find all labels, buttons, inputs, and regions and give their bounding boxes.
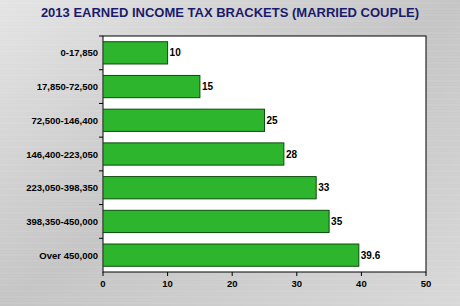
bar — [103, 177, 316, 199]
bar — [103, 75, 200, 97]
data-label: 39.6 — [361, 250, 381, 261]
category-tick — [99, 204, 103, 205]
category-tick — [99, 103, 103, 104]
tick-mark — [426, 272, 427, 276]
category-label: 398,350-450,000 — [26, 216, 98, 227]
background-texture — [0, 303, 460, 304]
tick-mark — [361, 272, 362, 276]
category-label: 223,050-398,350 — [26, 182, 98, 193]
tick-mark — [232, 272, 233, 276]
bar — [103, 143, 284, 165]
background-texture — [0, 30, 460, 31]
category-label: 0-17,850 — [60, 47, 98, 58]
background-texture — [0, 0, 460, 1]
category-tick — [99, 137, 103, 138]
data-label: 25 — [267, 115, 279, 126]
data-label: 33 — [318, 182, 330, 193]
bar — [103, 109, 265, 131]
background-texture — [0, 3, 460, 4]
tick-label: 0 — [100, 278, 105, 289]
tick-label: 50 — [421, 278, 432, 289]
data-label: 10 — [170, 47, 182, 58]
tick-label: 20 — [227, 278, 238, 289]
background — [0, 0, 460, 306]
data-label: 15 — [202, 81, 214, 92]
plot-area — [103, 36, 426, 272]
title: 2013 EARNED INCOME TAX BRACKETS (MARRIED… — [41, 5, 419, 20]
category-label: 72,500-146,400 — [31, 115, 98, 126]
category-label: Over 450,000 — [39, 250, 98, 261]
data-label: 35 — [331, 216, 343, 227]
bars — [103, 42, 359, 267]
background-texture — [0, 27, 460, 28]
bar — [103, 244, 359, 266]
bar — [103, 210, 329, 232]
category-label: 17,850-72,500 — [37, 81, 98, 92]
category-tick — [99, 170, 103, 171]
category-tick — [99, 238, 103, 239]
background-texture — [0, 21, 460, 22]
category-label: 146,400-223,050 — [26, 149, 98, 160]
background-texture — [0, 300, 460, 301]
chart-svg: 2013 EARNED INCOME TAX BRACKETS (MARRIED… — [0, 0, 460, 306]
chart-container: 2013 EARNED INCOME TAX BRACKETS (MARRIED… — [0, 0, 460, 306]
tick-mark — [103, 272, 104, 276]
background-texture — [0, 24, 460, 25]
tick-mark — [296, 272, 297, 276]
background-texture — [0, 297, 460, 298]
tick-label: 10 — [162, 278, 173, 289]
background-texture — [0, 294, 460, 295]
background-texture — [0, 33, 460, 34]
background-texture — [0, 276, 460, 277]
tick-label: 30 — [292, 278, 303, 289]
category-tick — [99, 36, 103, 37]
tick-label: 40 — [356, 278, 367, 289]
background-texture — [0, 273, 460, 274]
tick-mark — [167, 272, 168, 276]
background-texture — [0, 291, 460, 292]
data-label: 28 — [286, 149, 298, 160]
bar — [103, 42, 168, 64]
category-tick — [99, 69, 103, 70]
